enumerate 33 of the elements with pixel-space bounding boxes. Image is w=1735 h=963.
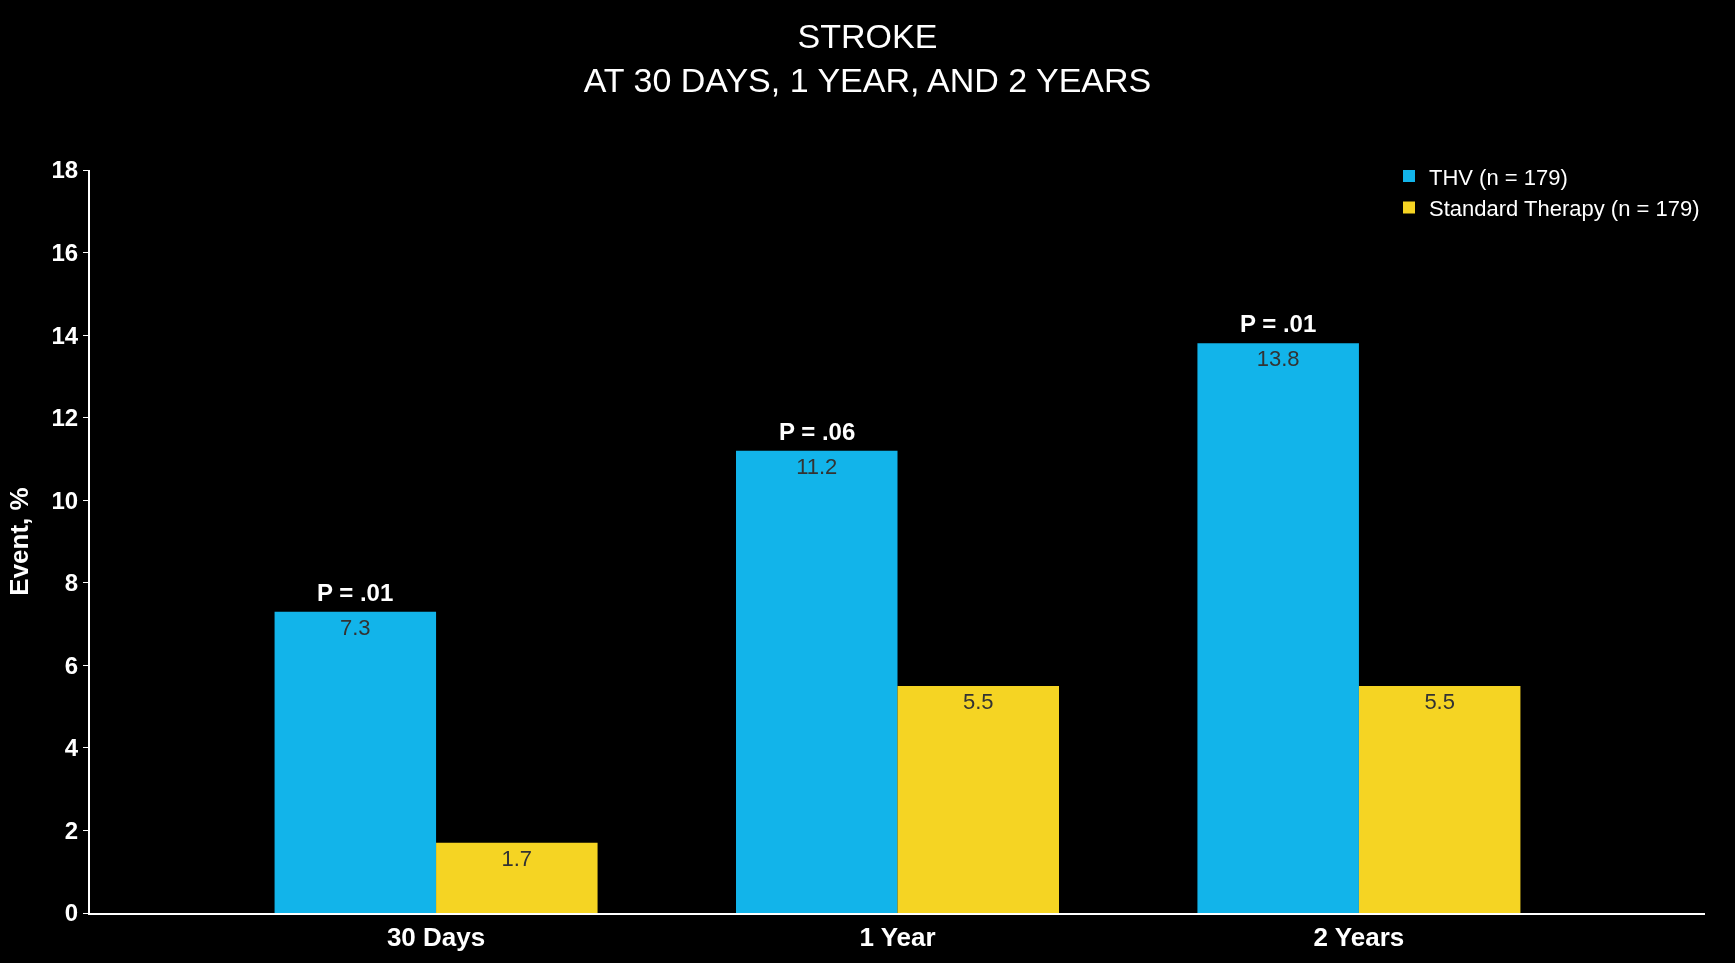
y-tick-label: 6 xyxy=(64,651,79,679)
y-axis-title: Event, % xyxy=(4,487,35,596)
data-label: 1.7 xyxy=(501,845,533,871)
y-tick-label: 14 xyxy=(51,321,79,349)
legend-label: THV (n = 179) xyxy=(1429,164,1568,190)
bar xyxy=(1197,343,1359,913)
x-tick-label: 30 Days xyxy=(386,922,486,953)
bar xyxy=(1358,685,1521,913)
annotation: P = .01 xyxy=(317,579,394,606)
data-label: 7.3 xyxy=(340,614,371,640)
annotation: P = .01 xyxy=(1240,310,1317,337)
y-tick-label: 2 xyxy=(64,816,79,844)
y-tick-label: 12 xyxy=(51,404,79,432)
data-label: 13.8 xyxy=(1256,346,1300,372)
bar xyxy=(436,842,598,913)
x-tick-label: 1 Year xyxy=(859,922,936,953)
y-tick-label: 8 xyxy=(64,569,79,597)
data-label: 5.5 xyxy=(1424,688,1455,714)
bar xyxy=(897,685,1059,913)
chart-subtitle: AT 30 DAYS, 1 YEAR, AND 2 YEARS xyxy=(583,61,1152,100)
y-tick-label: 18 xyxy=(51,156,79,184)
chart-title: STROKE xyxy=(797,17,938,56)
data-label: 11.2 xyxy=(796,453,838,479)
y-tick-label: 10 xyxy=(51,486,79,514)
data-label: 5.5 xyxy=(962,688,994,714)
x-tick-label: 2 Years xyxy=(1313,922,1405,953)
y-tick-label: 4 xyxy=(64,734,79,762)
y-tick-label: 16 xyxy=(51,238,79,266)
bar xyxy=(736,450,898,913)
annotation: P = .06 xyxy=(779,418,856,445)
bar xyxy=(274,611,437,913)
y-tick-label: 0 xyxy=(64,899,79,927)
legend-label: Standard Therapy (n = 179) xyxy=(1429,196,1700,222)
